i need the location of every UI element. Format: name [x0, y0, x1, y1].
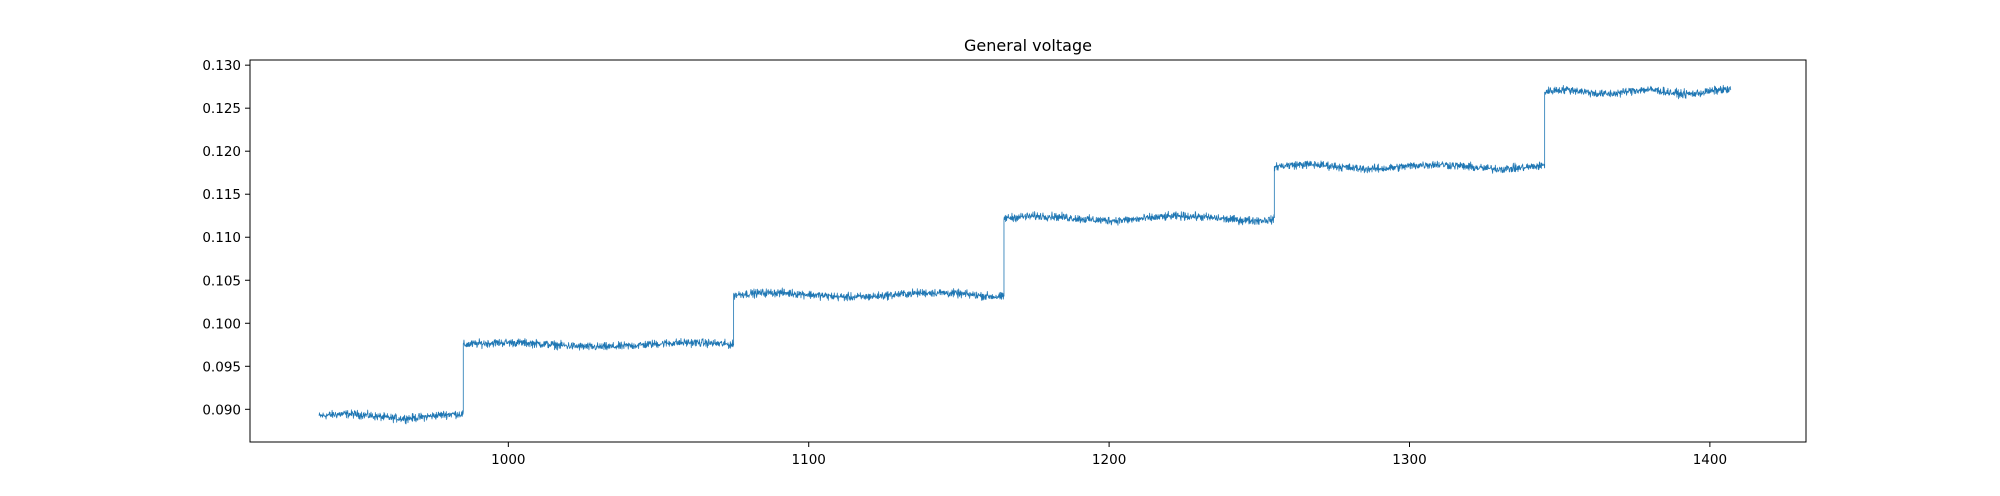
- y-tick-label: 0.105: [202, 273, 241, 289]
- series-line-segment: [1003, 210, 1275, 297]
- axis-layer: 1000 1100 1200 1300 1400 0.090 0.095 0.100 0.105…: [202, 58, 1727, 468]
- x-tick-label: 1000: [491, 452, 525, 468]
- y-tick-label: 0.125: [202, 101, 241, 117]
- series-line-segment: [1544, 84, 1732, 169]
- x-tick-label: 1300: [1392, 452, 1426, 468]
- y-tick-label: 0.115: [202, 187, 241, 203]
- y-tick-label: 0.100: [202, 316, 241, 332]
- series-line-segment: [1273, 160, 1546, 218]
- y-tick-label: 0.110: [202, 230, 241, 246]
- series-line-segment: [733, 287, 1005, 346]
- x-tick-label: 1200: [1092, 452, 1126, 468]
- series-line-segment: [318, 409, 464, 425]
- y-tick-label: 0.090: [202, 402, 241, 418]
- chart-title: General voltage: [964, 36, 1092, 55]
- series-line-segment: [462, 338, 735, 413]
- x-tick-label: 1400: [1693, 452, 1727, 468]
- y-tick-label: 0.120: [202, 144, 241, 160]
- plot-frame: [249, 59, 1807, 443]
- x-tick-label: 1100: [792, 452, 826, 468]
- y-tick-label: 0.130: [202, 58, 241, 74]
- y-tick-label: 0.095: [202, 359, 241, 375]
- series-layer: [318, 84, 1732, 425]
